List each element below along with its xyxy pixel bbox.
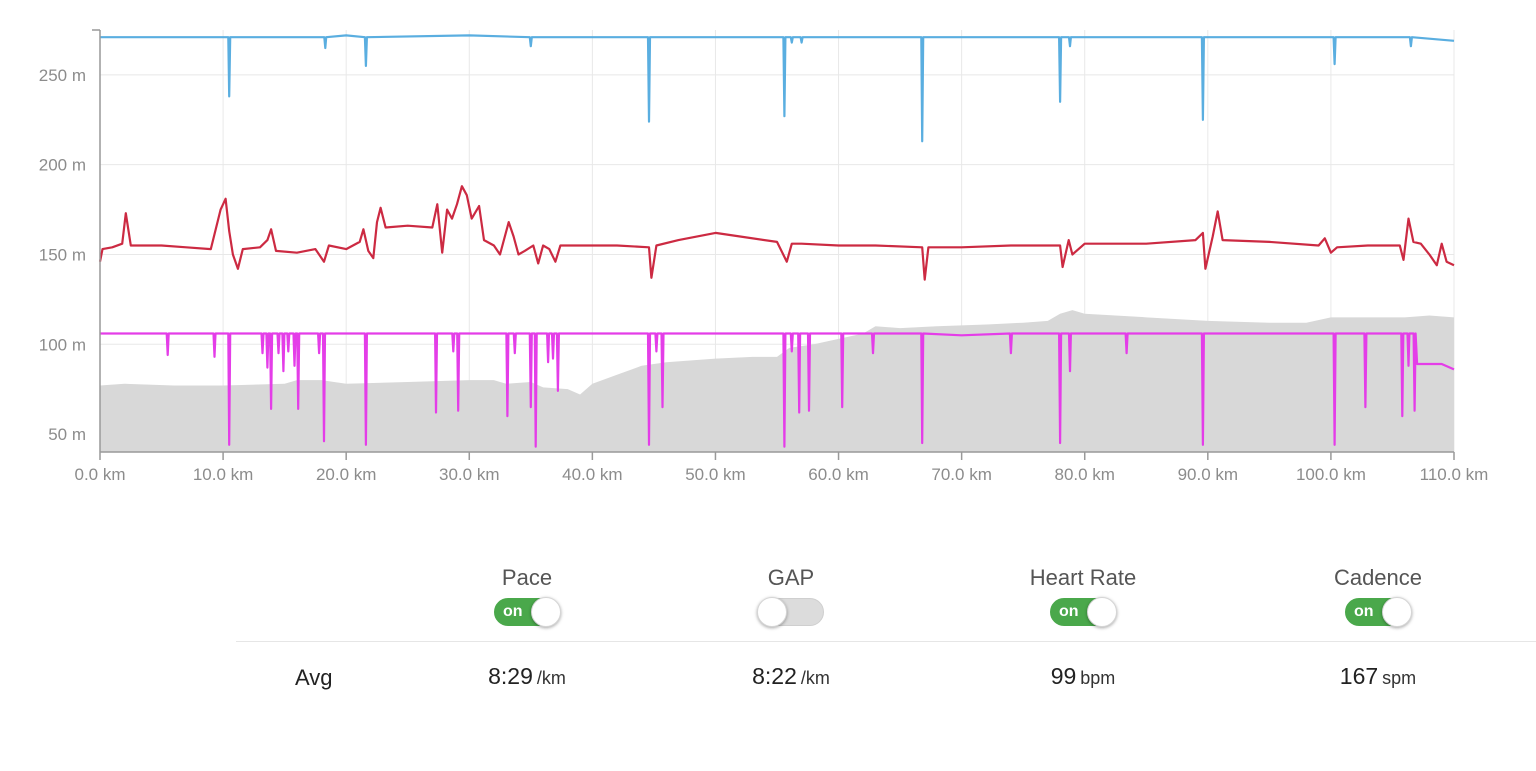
gap-toggle-knob: [757, 597, 787, 627]
cadence-avg-unit: spm: [1382, 668, 1417, 688]
cadence-toggle-text: on: [1354, 603, 1374, 620]
cadence-toggle[interactable]: on: [1345, 597, 1412, 627]
metric-cadence: Cadence on: [1278, 564, 1478, 627]
x-tick-label: 110.0 km: [1420, 465, 1489, 484]
cadence-avg: 167 spm: [1268, 663, 1488, 690]
metric-gap: GAP: [691, 564, 891, 627]
gap-toggle[interactable]: [757, 597, 824, 627]
heart-rate-toggle[interactable]: on: [1050, 597, 1117, 627]
metric-heart-rate: Heart Rate on: [983, 564, 1183, 627]
cadence-toggle-knob: [1382, 597, 1412, 627]
x-tick-label: 100.0 km: [1296, 465, 1366, 484]
pace-avg: 8:29/km: [417, 663, 637, 690]
metric-pace: Pace on: [427, 564, 627, 627]
metric-controls: Pace on GAP Heart Rate on Cadence on Avg…: [0, 540, 1536, 770]
stream-chart[interactable]: 50 m 100 m 150 m 200 m 250 m 0.0 km 10.0 km 20…: [0, 0, 1536, 500]
cadence-avg-value: 167: [1339, 663, 1379, 689]
chart-axes: [92, 29, 1455, 460]
x-tick-label: 70.0 km: [931, 465, 991, 484]
heart-rate-toggle-knob: [1087, 597, 1117, 627]
x-tick-label: 80.0 km: [1054, 465, 1114, 484]
y-tick-label: 250 m: [39, 66, 86, 85]
x-tick-label: 30.0 km: [439, 465, 499, 484]
x-tick-label: 10.0 km: [193, 465, 253, 484]
heart-rate-avg: 99 bpm: [973, 663, 1193, 690]
gap-avg-unit: /km: [800, 668, 830, 688]
pace-avg-unit: /km: [536, 668, 566, 688]
x-tick-label: 20.0 km: [316, 465, 376, 484]
x-axis-ticks: 0.0 km 10.0 km 20.0 km 30.0 km 40.0 km 50.0 k…: [74, 465, 1488, 484]
x-tick-label: 50.0 km: [685, 465, 745, 484]
series-line-0: [100, 34, 1455, 143]
gap-label: GAP: [767, 565, 815, 590]
y-tick-label: 50 m: [48, 425, 86, 444]
x-tick-label: 90.0 km: [1178, 465, 1238, 484]
series-line-1: [98, 185, 1455, 281]
y-tick-label: 200 m: [39, 156, 86, 175]
cadence-label: Cadence: [1333, 565, 1423, 590]
heart-rate-avg-value: 99: [1050, 663, 1077, 689]
table-divider: [236, 641, 1536, 642]
x-tick-label: 40.0 km: [562, 465, 622, 484]
pace-toggle[interactable]: on: [494, 597, 561, 627]
series-line-2: [100, 332, 1455, 448]
avg-row-label: Avg: [295, 665, 333, 690]
heart-rate-label: Heart Rate: [1029, 565, 1137, 590]
pace-avg-value: 8:29: [488, 663, 533, 689]
chart-area-layer: [100, 310, 1454, 452]
pace-label: Pace: [501, 565, 553, 590]
y-tick-label: 150 m: [39, 245, 86, 264]
pace-toggle-text: on: [503, 603, 523, 620]
y-axis-ticks: 50 m 100 m 150 m 200 m 250 m: [39, 66, 86, 444]
gap-avg-value: 8:22: [752, 663, 797, 689]
chart-line-layer: [98, 34, 1455, 448]
gap-avg: 8:22/km: [681, 663, 901, 690]
pace-toggle-knob: [531, 597, 561, 627]
heart-rate-toggle-text: on: [1059, 603, 1079, 620]
series-area-3: [100, 310, 1454, 452]
x-tick-label: 60.0 km: [808, 465, 868, 484]
heart-rate-avg-unit: bpm: [1080, 668, 1116, 688]
y-tick-label: 100 m: [39, 335, 86, 354]
x-tick-label: 0.0 km: [74, 465, 125, 484]
